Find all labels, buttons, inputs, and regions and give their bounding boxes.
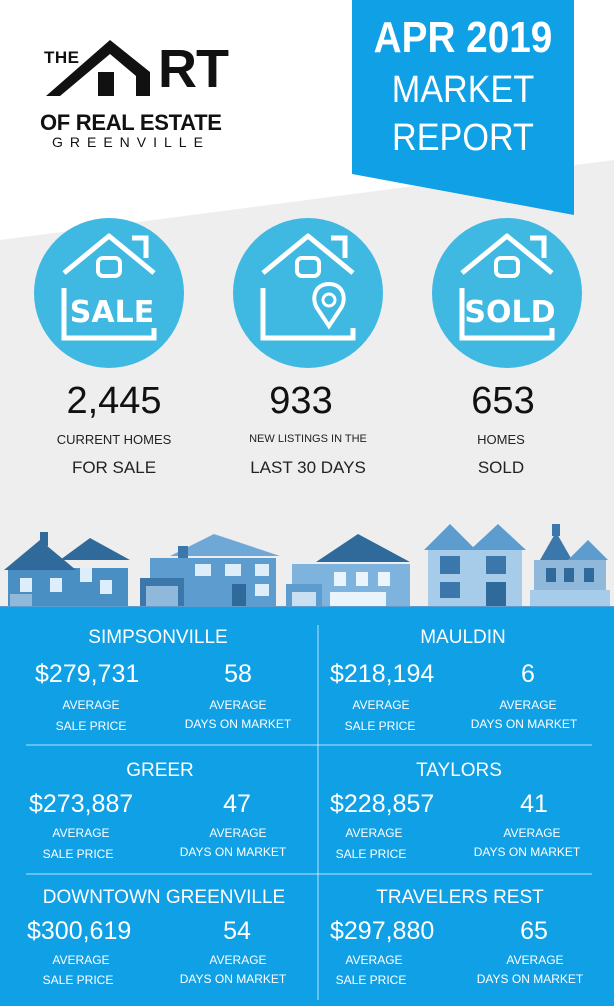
label-average: AVERAGE <box>52 953 110 967</box>
label-sale-price: SALE PRICE <box>42 973 114 987</box>
city-name-downtown-greenville: DOWNTOWN GREENVILLE <box>42 887 286 908</box>
stat-value-new-listings: 933 <box>269 380 333 422</box>
avg-days-downtown-greenville: 54 <box>223 917 251 945</box>
label-average: AVERAGE <box>209 826 267 840</box>
horizontal-divider <box>26 744 592 746</box>
stat-label-for-sale-1: CURRENT HOMES <box>56 432 172 447</box>
report-title: APR 2019 <box>373 13 553 62</box>
city-name-mauldin: MAULDIN <box>420 627 506 648</box>
stat-label-sold-2: SOLD <box>477 458 525 477</box>
avg-days-taylors: 41 <box>520 790 548 818</box>
label-days-on-market: DAYS ON MARKET <box>179 972 287 986</box>
vertical-divider <box>317 625 319 1000</box>
stat-label-sold-1: HOMES <box>477 432 525 447</box>
label-sale-price: SALE PRICE <box>55 719 127 733</box>
stat-value-sold: 653 <box>471 380 535 422</box>
report-line-market: MARKET <box>391 69 535 111</box>
horizontal-divider <box>26 873 592 875</box>
logo-subtitle: OF REAL ESTATE <box>40 110 222 135</box>
label-sale-price: SALE PRICE <box>344 719 416 733</box>
house-sold-icon: SOLD <box>432 218 582 368</box>
report-line-report: REPORT <box>392 117 534 159</box>
city-stats-panel <box>0 607 614 1006</box>
avg-price-taylors: $228,857 <box>330 790 435 818</box>
label-days-on-market: DAYS ON MARKET <box>470 717 578 731</box>
label-average: AVERAGE <box>506 953 564 967</box>
company-logo: THE RT OF REAL ESTATE GREENVILLE <box>38 36 248 156</box>
label-sale-price: SALE PRICE <box>335 847 407 861</box>
sold-badge: SOLD <box>464 295 555 330</box>
sale-badge: SALE <box>70 295 154 330</box>
house-icon <box>140 534 280 608</box>
city-name-travelers-rest: TRAVELERS REST <box>376 887 544 908</box>
avg-days-simpsonville: 58 <box>224 660 252 688</box>
house-icon <box>286 534 410 608</box>
label-days-on-market: DAYS ON MARKET <box>184 717 292 731</box>
report-banner <box>352 0 574 215</box>
house-icon <box>530 524 610 608</box>
label-average: AVERAGE <box>345 826 403 840</box>
house-sale-icon: SALE <box>34 218 184 368</box>
logo-art: RT <box>158 39 229 99</box>
label-average: AVERAGE <box>52 826 110 840</box>
avg-days-travelers-rest: 65 <box>520 917 548 945</box>
label-average: AVERAGE <box>499 698 557 712</box>
house-location-pin-icon <box>233 218 383 368</box>
label-average: AVERAGE <box>209 698 267 712</box>
avg-days-greer: 47 <box>223 790 251 818</box>
stat-label-for-sale-2: FOR SALE <box>71 458 157 477</box>
house-icon <box>424 524 526 608</box>
label-sale-price: SALE PRICE <box>42 847 114 861</box>
label-sale-price: SALE PRICE <box>335 973 407 987</box>
stat-value-for-sale: 2,445 <box>66 380 162 422</box>
roof-icon <box>46 40 150 96</box>
label-average: AVERAGE <box>345 953 403 967</box>
avg-price-greer: $273,887 <box>29 790 134 818</box>
city-name-taylors: TAYLORS <box>416 760 502 781</box>
city-name-greer: GREER <box>126 760 194 781</box>
label-average: AVERAGE <box>209 953 267 967</box>
label-average: AVERAGE <box>503 826 561 840</box>
avg-price-travelers-rest: $297,880 <box>330 917 435 945</box>
label-days-on-market: DAYS ON MARKET <box>179 845 287 859</box>
logo-the: THE <box>44 48 80 67</box>
avg-price-downtown-greenville: $300,619 <box>27 917 132 945</box>
avg-price-simpsonville: $279,731 <box>35 660 140 688</box>
label-average: AVERAGE <box>352 698 410 712</box>
city-name-simpsonville: SIMPSONVILLE <box>88 627 228 648</box>
stat-label-new-listings-2: LAST 30 DAYS <box>250 458 366 477</box>
house-icon <box>4 532 130 608</box>
report-banner-text: APR 2019 MARKET REPORT <box>352 10 574 162</box>
label-days-on-market: DAYS ON MARKET <box>473 845 581 859</box>
houses-illustration <box>0 524 614 610</box>
avg-days-mauldin: 6 <box>521 660 535 688</box>
label-days-on-market: DAYS ON MARKET <box>476 972 584 986</box>
label-average: AVERAGE <box>62 698 120 712</box>
logo-city: GREENVILLE <box>52 134 210 150</box>
avg-price-mauldin: $218,194 <box>330 660 435 688</box>
stat-label-new-listings-1: NEW LISTINGS IN THE <box>249 433 367 445</box>
